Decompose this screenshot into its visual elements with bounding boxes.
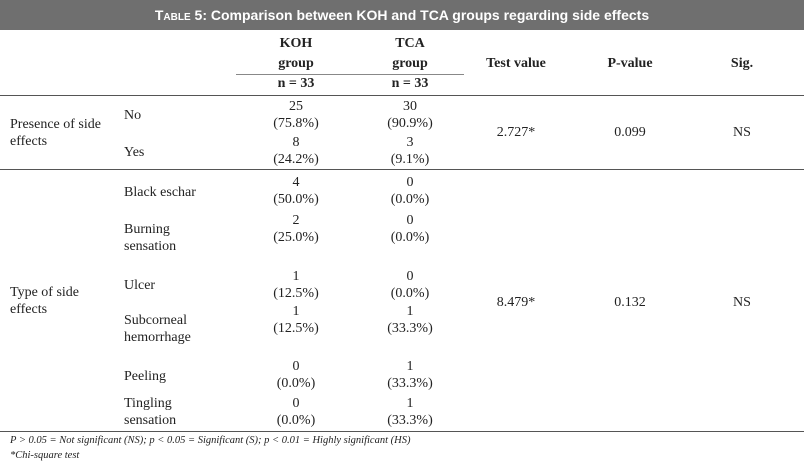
table-bottom-rule: [0, 431, 804, 432]
section-label-line2: effects: [10, 134, 48, 149]
koh-count: 25: [289, 99, 303, 114]
tca-percent: (0.0%): [390, 286, 430, 301]
tca-header-line2: group: [392, 56, 428, 71]
significance: NS: [733, 125, 751, 140]
section-label-line1: Type of side: [10, 285, 80, 300]
row-label: Subcorneal hemorrhage: [124, 312, 191, 346]
koh-percent: (75.8%): [273, 116, 319, 131]
row-label-line2: sensation: [124, 413, 177, 428]
koh-count: 0: [292, 396, 300, 411]
tca-percent: (33.3%): [387, 376, 433, 391]
koh-header-line2: group: [278, 56, 314, 71]
row-label: Peeling: [124, 369, 166, 384]
koh-count: 0: [292, 359, 300, 374]
section-label-line2: effects: [10, 302, 48, 317]
koh-count: 1: [292, 304, 300, 319]
tca-count: 3: [406, 135, 414, 150]
tca-cell: 1 (33.3%): [356, 395, 464, 429]
koh-cell: 1 (12.5%): [236, 303, 356, 337]
p-value: 0.099: [614, 125, 646, 140]
p-value-header: P-value: [607, 56, 653, 71]
koh-percent: (24.2%): [273, 152, 319, 167]
row-label-line1: Burning: [124, 222, 170, 237]
tca-cell: 0 (0.0%): [356, 212, 464, 246]
tca-cell: 1 (33.3%): [356, 303, 464, 337]
tca-count: 0: [406, 175, 414, 190]
sig-header: Sig.: [730, 56, 754, 71]
koh-count: 2: [292, 213, 300, 228]
tca-percent: (33.3%): [387, 321, 433, 336]
tca-cell: 1 (33.3%): [356, 358, 464, 392]
koh-n: n = 33: [277, 76, 315, 91]
tca-count: 30: [403, 99, 417, 114]
tca-percent: (0.0%): [390, 230, 430, 245]
koh-percent: (12.5%): [273, 286, 319, 301]
tca-percent: (0.0%): [390, 192, 430, 207]
test-value: 2.727*: [496, 125, 536, 140]
koh-cell: 2 (25.0%): [236, 212, 356, 246]
koh-count: 8: [292, 135, 300, 150]
row-label: Burning sensation: [124, 221, 176, 255]
tca-n: n = 33: [391, 76, 429, 91]
section-label-line1: Presence of side: [10, 117, 101, 132]
row-label: Yes: [124, 145, 145, 160]
row-label: No: [124, 108, 142, 123]
tca-percent: (9.1%): [390, 152, 430, 167]
row-label-line1: Subcorneal: [124, 313, 187, 328]
table-title: Table 5: Comparison between KOH and TCA …: [0, 0, 804, 30]
koh-cell: 0 (0.0%): [236, 358, 356, 392]
section-divider: [0, 169, 804, 170]
koh-count: 1: [292, 269, 300, 284]
tca-cell: 3 (9.1%): [356, 134, 464, 168]
koh-percent: (25.0%): [273, 230, 319, 245]
koh-percent: (12.5%): [273, 321, 319, 336]
section-label: Presence of side effects: [10, 116, 101, 150]
koh-count: 4: [292, 175, 300, 190]
koh-cell: 4 (50.0%): [236, 174, 356, 208]
table-caption: Table 5: [154, 7, 203, 23]
row-label-line2: sensation: [124, 239, 177, 254]
table-title-text: Comparison between KOH and TCA groups re…: [210, 7, 650, 23]
test-value: 8.479*: [496, 295, 536, 310]
tca-count: 0: [406, 213, 414, 228]
significance: NS: [733, 295, 751, 310]
tca-percent: (33.3%): [387, 413, 433, 428]
section-label: Type of side effects: [10, 284, 79, 318]
tca-count: 1: [406, 396, 414, 411]
koh-header: KOH group: [236, 34, 356, 74]
p-value: 0.132: [614, 295, 646, 310]
koh-cell: 25 (75.8%): [236, 98, 356, 132]
tca-header: TCA group: [356, 34, 464, 74]
header-divider: [0, 95, 804, 96]
koh-percent: (0.0%): [276, 376, 316, 391]
tca-count: 1: [406, 304, 414, 319]
row-label: Black eschar: [124, 185, 196, 200]
koh-percent: (50.0%): [273, 192, 319, 207]
tca-percent: (90.9%): [387, 116, 433, 131]
row-label-line1: Tingling: [124, 396, 172, 411]
footnote-test: *Chi-square test: [10, 450, 80, 461]
tca-cell: 30 (90.9%): [356, 98, 464, 132]
footnote-significance: P > 0.05 = Not significant (NS); p < 0.0…: [10, 435, 411, 446]
row-label: Ulcer: [124, 278, 156, 293]
test-value-header: Test value: [486, 56, 546, 71]
tca-count: 0: [406, 269, 414, 284]
row-label-line2: hemorrhage: [124, 330, 191, 345]
koh-header-line1: KOH: [279, 36, 313, 51]
tca-cell: 0 (0.0%): [356, 268, 464, 302]
tca-count: 1: [406, 359, 414, 374]
row-label: Tingling sensation: [124, 395, 176, 429]
koh-cell: 8 (24.2%): [236, 134, 356, 168]
tca-cell: 0 (0.0%): [356, 174, 464, 208]
koh-percent: (0.0%): [276, 413, 316, 428]
group-underline: [236, 74, 464, 75]
koh-cell: 0 (0.0%): [236, 395, 356, 429]
tca-header-line1: TCA: [395, 36, 425, 51]
koh-cell: 1 (12.5%): [236, 268, 356, 302]
